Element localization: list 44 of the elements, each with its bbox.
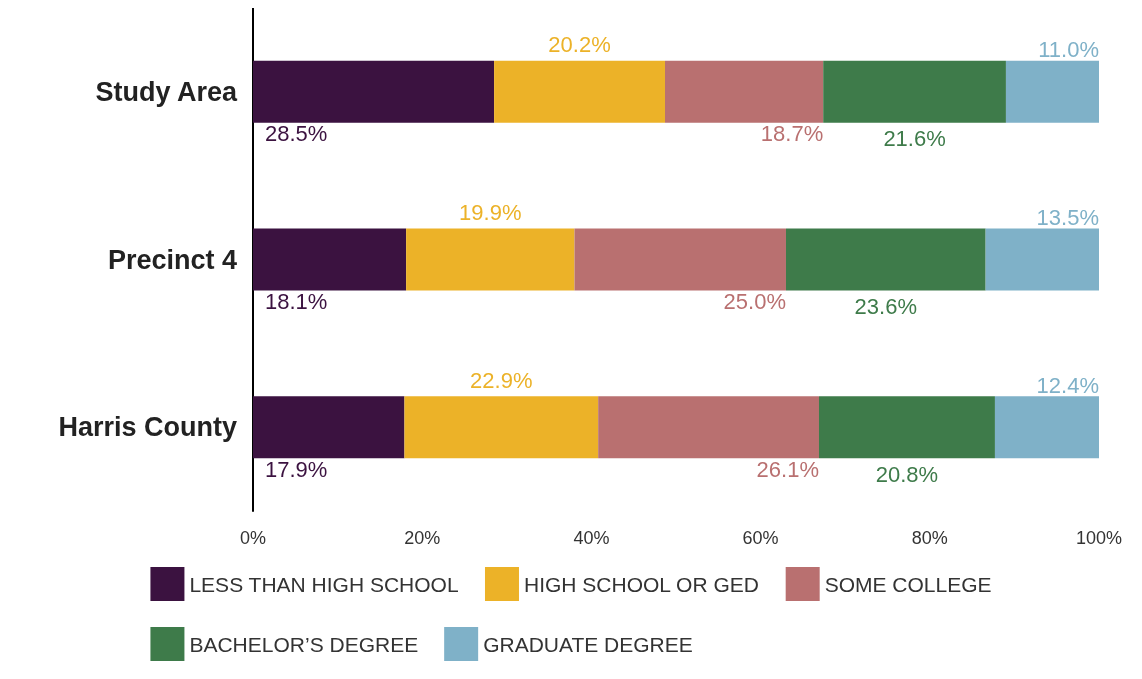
data-label: 25.0%	[723, 289, 786, 314]
bar	[785, 228, 986, 291]
bar	[253, 60, 495, 123]
bar	[823, 60, 1006, 123]
data-label: 17.9%	[265, 456, 328, 482]
data-label: 18.7%	[760, 121, 824, 147]
bar	[404, 396, 599, 459]
data-label: 26.1%	[756, 456, 819, 482]
data-label: 20.2%	[548, 32, 611, 58]
data-label: 22.9%	[470, 367, 533, 393]
data-label: 20.8%	[875, 461, 939, 487]
x-tick-label: 20%	[404, 528, 441, 548]
y-tick-label: Study Area	[95, 76, 238, 107]
x-tick-label: 0%	[239, 528, 267, 548]
legend-label: GRADUATE DEGREE	[483, 632, 693, 656]
bar	[253, 228, 407, 291]
bar	[1005, 60, 1099, 123]
bar	[994, 396, 1099, 459]
legend-label: HIGH SCHOOL OR GED	[523, 572, 759, 596]
legend-label: SOME COLLEGE	[824, 572, 992, 596]
bar	[494, 60, 665, 123]
x-tick-label: 100%	[1075, 528, 1123, 548]
x-tick-label: 60%	[742, 528, 779, 548]
bar	[818, 396, 995, 459]
data-label: 11.0%	[1038, 37, 1099, 63]
bar	[598, 396, 819, 459]
data-label: 18.1%	[265, 289, 328, 314]
data-label: 23.6%	[854, 294, 917, 319]
bar	[406, 228, 575, 291]
data-label: 13.5%	[1036, 205, 1099, 230]
data-label: 28.5%	[265, 121, 328, 147]
bar	[574, 228, 786, 291]
data-label: 19.9%	[459, 200, 522, 225]
legend-label: LESS THAN HIGH SCHOOL	[189, 572, 459, 596]
bar	[253, 396, 405, 459]
x-tick-label: 80%	[911, 528, 948, 548]
y-tick-label: Precinct 4	[107, 244, 237, 275]
y-tick-label: Harris County	[58, 412, 237, 443]
bar	[985, 228, 1099, 291]
legend-label: BACHELOR’S DEGREE	[189, 632, 419, 656]
data-label: 12.4%	[1036, 372, 1099, 398]
x-tick-label: 40%	[573, 528, 610, 548]
bar	[665, 60, 824, 123]
data-label: 21.6%	[883, 126, 946, 152]
